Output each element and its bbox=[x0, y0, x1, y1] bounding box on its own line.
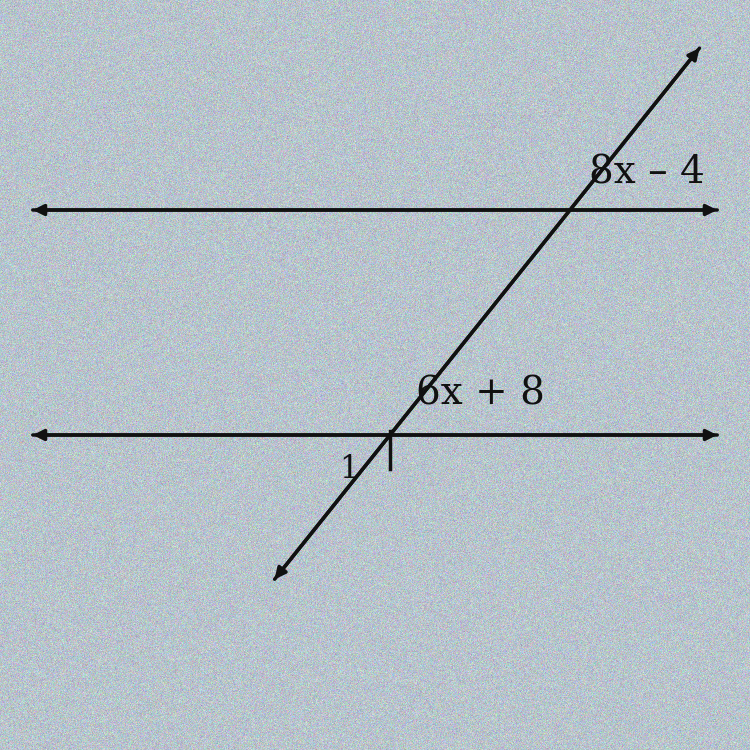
Text: 8x – 4: 8x – 4 bbox=[589, 154, 705, 191]
Text: 6x + 8: 6x + 8 bbox=[416, 376, 545, 413]
Text: 1: 1 bbox=[339, 454, 358, 484]
